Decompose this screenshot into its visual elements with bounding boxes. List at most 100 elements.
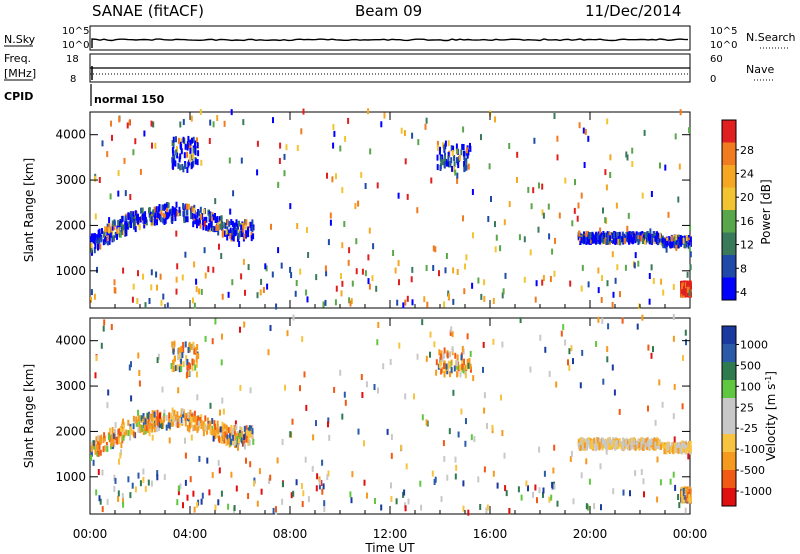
velocity-scatter-point [180, 366, 183, 372]
power-scatter-point [591, 237, 594, 244]
power-scatter-point [447, 160, 449, 167]
velocity-scatter-point [222, 434, 225, 441]
y-tick-label: 4000 [55, 128, 86, 142]
power-scatter-point [242, 222, 245, 229]
power-scatter-point [172, 163, 174, 170]
velocity-scatter-point [132, 415, 135, 422]
power-scatter-point [179, 164, 182, 171]
velocity-scatter-point [682, 488, 685, 494]
power-scatter-point [456, 177, 459, 184]
velocity-scatter-point [548, 496, 551, 503]
colorbar-tick-label: -100 [740, 443, 765, 456]
velocity-scatter-point [98, 435, 101, 442]
velocity-scatter-point [127, 476, 130, 483]
power-y-axis-label: Slant Range [km] [22, 158, 36, 262]
velocity-scatter-point [642, 437, 645, 444]
velocity-scatter-point [109, 427, 112, 434]
velocity-scatter-point [442, 440, 445, 447]
velocity-scatter-point [97, 435, 100, 442]
velocity-scatter-point [459, 364, 462, 371]
power-scatter-point [541, 183, 544, 190]
power-scatter-point [397, 260, 400, 267]
power-scatter-point [122, 229, 125, 236]
velocity-scatter-point [469, 363, 472, 370]
power-scatter-point [106, 151, 109, 158]
velocity-scatter-point [403, 489, 406, 496]
power-scatter-point [210, 216, 213, 223]
power-scatter-point [608, 231, 611, 238]
power-scatter-point [218, 243, 220, 250]
power-scatter-point [679, 109, 682, 116]
power-scatter-point [183, 152, 186, 159]
power-scatter-point [189, 147, 192, 154]
power-scatter-point [131, 215, 134, 222]
velocity-scatter-point [622, 489, 625, 496]
power-scatter-point [230, 109, 233, 116]
power-scatter-point [347, 259, 350, 266]
velocity-scatter-point [445, 363, 448, 370]
power-scatter-point [652, 277, 655, 284]
power-scatter-point [299, 268, 302, 275]
power-scatter-point [587, 281, 590, 288]
power-scatter-point [275, 303, 278, 310]
power-scatter-point [111, 134, 113, 141]
velocity-scatter-point [301, 501, 304, 507]
velocity-scatter-point [241, 430, 244, 437]
velocity-scatter-point [443, 347, 446, 354]
power-scatter-point [626, 154, 629, 161]
velocity-scatter-point [438, 349, 441, 356]
power-scatter-point [688, 239, 691, 246]
colorbar-tick-label: 100 [740, 380, 761, 393]
power-scatter-point [624, 264, 627, 271]
velocity-scatter-point [366, 492, 368, 499]
power-scatter-point [159, 273, 162, 280]
velocity-scatter-point [111, 427, 114, 434]
power-scatter-point [439, 163, 442, 170]
power-scatter-point [171, 157, 174, 163]
velocity-scatter-point [171, 415, 174, 422]
velocity-scatter-point [193, 410, 196, 417]
velocity-scatter-point [227, 438, 230, 445]
power-scatter-point [444, 140, 447, 147]
power-scatter-point [673, 242, 676, 249]
velocity-scatter-point [295, 479, 298, 486]
power-scatter-point [141, 214, 144, 220]
velocity-scatter-point [168, 437, 171, 444]
power-scatter-point [207, 266, 210, 273]
velocity-scatter-point [188, 362, 190, 369]
velocity-scatter-point [138, 370, 141, 376]
velocity-scatter-point [160, 423, 163, 430]
power-scatter-point [659, 162, 661, 169]
velocity-scatter-point [157, 353, 160, 360]
velocity-scatter-point [176, 411, 179, 418]
velocity-scatter-point [457, 365, 460, 372]
power-scatter-point [596, 234, 599, 241]
colorbar-segment [722, 488, 736, 506]
power-scatter-point [592, 234, 595, 241]
velocity-scatter-point [302, 490, 305, 497]
power-scatter-point [453, 161, 456, 168]
power-scatter-point [495, 234, 498, 241]
velocity-scatter-point [467, 362, 470, 369]
velocity-scatter-point [177, 489, 180, 496]
power-scatter-point [681, 238, 684, 245]
y-tick-label: 2000 [55, 424, 86, 438]
power-scatter-point [349, 300, 352, 307]
velocity-scatter-point [247, 430, 250, 437]
power-scatter-point [226, 219, 229, 226]
power-scatter-point [143, 222, 146, 229]
velocity-scatter-point [232, 434, 235, 441]
velocity-scatter-point [185, 355, 188, 362]
velocity-scatter-point [144, 485, 147, 492]
velocity-scatter-point [440, 368, 443, 375]
velocity-scatter-point [186, 364, 189, 371]
power-scatter-point [195, 286, 198, 293]
velocity-scatter-point [377, 387, 379, 394]
power-scatter-point [179, 153, 182, 160]
velocity-scatter-point [182, 502, 184, 509]
velocity-scatter-point [141, 424, 143, 431]
power-scatter-point [611, 232, 614, 239]
velocity-scatter-point [248, 425, 251, 432]
power-scatter-point [132, 149, 135, 156]
velocity-scatter-point [239, 326, 241, 333]
